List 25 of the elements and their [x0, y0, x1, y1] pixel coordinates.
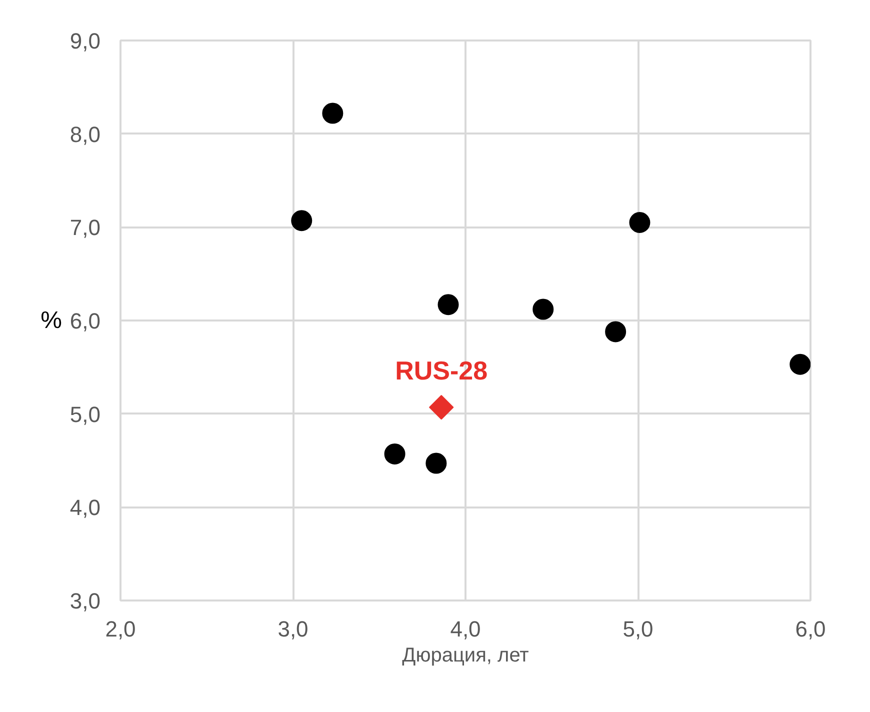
point — [322, 102, 344, 124]
point — [629, 212, 650, 233]
x-tick-label: 2,0 — [105, 616, 136, 642]
y-tick-label: 3,0 — [70, 588, 101, 614]
y-tick-label: 9,0 — [70, 28, 101, 54]
point — [438, 294, 459, 316]
x-tick-label: 6,0 — [795, 616, 826, 642]
point — [790, 354, 810, 375]
x-axis-title: Дюрация, лет — [402, 644, 529, 666]
x-tick-label: 3,0 — [278, 616, 308, 642]
y-tick-label: 8,0 — [70, 122, 101, 147]
y-tick-label: 4,0 — [70, 495, 101, 520]
point — [605, 321, 626, 342]
y-axis-title: % — [40, 307, 62, 334]
x-tick-label: 5,0 — [622, 616, 654, 642]
point — [384, 443, 406, 464]
point — [428, 394, 454, 420]
y-tick-label: 6,0 — [70, 308, 101, 334]
y-tick-label: 5,0 — [70, 402, 101, 427]
series-label: RUS-28 — [395, 355, 488, 386]
y-tick-label: 7,0 — [70, 215, 101, 240]
point — [532, 298, 554, 320]
point — [291, 210, 312, 232]
x-tick-label: 4,0 — [450, 616, 481, 642]
point — [426, 452, 447, 474]
